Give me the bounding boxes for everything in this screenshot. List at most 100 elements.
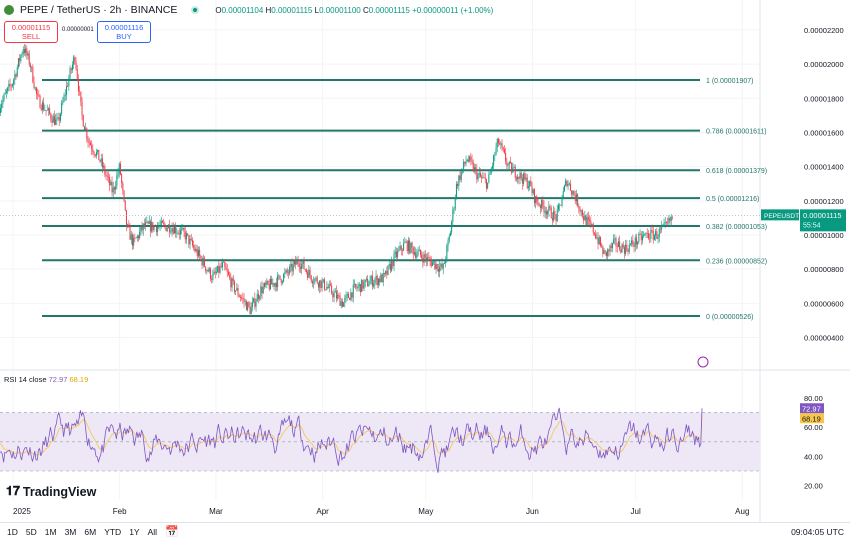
candle-body (431, 262, 433, 266)
range-1m[interactable]: 1M (44, 526, 57, 537)
time-tick-label: Mar (209, 507, 223, 516)
candle-body (430, 260, 432, 266)
candle-body (147, 221, 149, 224)
sell-button[interactable]: 0.00001115 SELL (4, 21, 58, 43)
candle-body (391, 260, 393, 271)
range-6m[interactable]: 6M (84, 526, 97, 537)
candle-body (593, 232, 595, 235)
candle-body (251, 302, 253, 307)
candle-body (320, 280, 322, 288)
candle-body (328, 284, 330, 289)
tradingview-logo[interactable]: 𝟏𝟕 TradingView (6, 484, 97, 499)
fib-level-label: 0 (0.00000526) (706, 314, 753, 321)
candle-body (266, 280, 268, 285)
range-all[interactable]: All (147, 526, 158, 537)
candle-body (369, 280, 371, 285)
clock[interactable]: 09:04:05 UTC (791, 526, 844, 537)
candle-body (664, 222, 666, 223)
candle-body (553, 211, 555, 221)
candle-body (645, 232, 647, 234)
candle-body (647, 233, 649, 239)
candle-body (211, 278, 213, 280)
candle-body (543, 205, 545, 213)
candle-body (308, 269, 310, 278)
candle-body (142, 223, 144, 231)
candle-body (646, 232, 648, 234)
range-3m[interactable]: 3M (64, 526, 77, 537)
candle-body (353, 283, 355, 285)
candle-body (403, 243, 405, 251)
candle-body (158, 226, 160, 227)
candle-body (591, 224, 593, 226)
range-5d[interactable]: 5D (25, 526, 37, 537)
candle-body (424, 254, 426, 258)
candle-body (1, 104, 3, 109)
candle-body (172, 228, 174, 234)
candle-body (46, 110, 48, 111)
candle-body (508, 161, 510, 165)
candle-body (529, 180, 531, 187)
candle-body (560, 204, 562, 206)
candle-body (381, 274, 383, 283)
candle-body (334, 291, 336, 293)
candle-body (274, 283, 276, 287)
candle-body (280, 279, 282, 283)
candle-body (94, 154, 96, 156)
candle-body (316, 277, 318, 284)
range-1d[interactable]: 1D (7, 526, 18, 537)
candle-body (592, 224, 594, 233)
candle-body (506, 161, 508, 166)
candle-body (595, 234, 597, 239)
candle-body (107, 176, 109, 178)
rsi-line (0, 407, 703, 473)
candle-body (7, 87, 9, 92)
range-ytd[interactable]: YTD (104, 526, 122, 537)
candle-body (419, 249, 421, 255)
buy-button[interactable]: 0.00001116 BUY (97, 21, 151, 43)
candle-body (551, 218, 553, 221)
candle-body (491, 165, 493, 169)
candle-body (466, 159, 468, 162)
time-tick-label: 2025 (13, 507, 31, 516)
candle-body (571, 190, 573, 195)
symbol-title[interactable]: PEPE / TetherUS · 2h · BINANCE (20, 4, 178, 16)
candle-body (166, 228, 168, 231)
candle-body (341, 301, 343, 307)
price-tick-label: 0.00000400 (804, 334, 844, 343)
candle-body (568, 183, 570, 185)
fib-level-label: 0.382 (0.00001053) (706, 224, 767, 231)
candle-body (437, 269, 439, 272)
candle-body (15, 74, 17, 77)
candle-body (193, 245, 195, 248)
candle-body (536, 196, 538, 203)
candle-body (262, 287, 264, 294)
candle-body (51, 119, 53, 123)
candle-body (214, 271, 216, 274)
rsi-legend: RSI 14 close 72.97 68.19 (4, 375, 89, 384)
candle-body (139, 231, 141, 239)
candle-body (639, 233, 641, 235)
candle-body (668, 218, 670, 223)
candle-body (3, 94, 5, 100)
candle-body (465, 161, 467, 164)
candle-body (100, 158, 102, 162)
range-1y[interactable]: 1Y (129, 526, 140, 537)
candle-body (111, 181, 113, 193)
candle-body (311, 280, 313, 284)
candle-body (209, 268, 211, 279)
candle-body (92, 149, 94, 153)
candle-body (398, 249, 400, 251)
candle-body (614, 238, 616, 240)
candle-body (542, 199, 544, 206)
rsi-tick-label: 80.00 (804, 394, 823, 403)
candle-body (124, 200, 126, 211)
candle-body (577, 194, 579, 207)
candle-body (249, 306, 251, 315)
candle-body (557, 205, 559, 210)
candle-body (299, 267, 301, 269)
candle-body (19, 58, 21, 62)
candle-body (382, 273, 384, 283)
candle-body (469, 156, 471, 162)
date-range-calendar-icon[interactable]: 📅 (165, 526, 179, 538)
